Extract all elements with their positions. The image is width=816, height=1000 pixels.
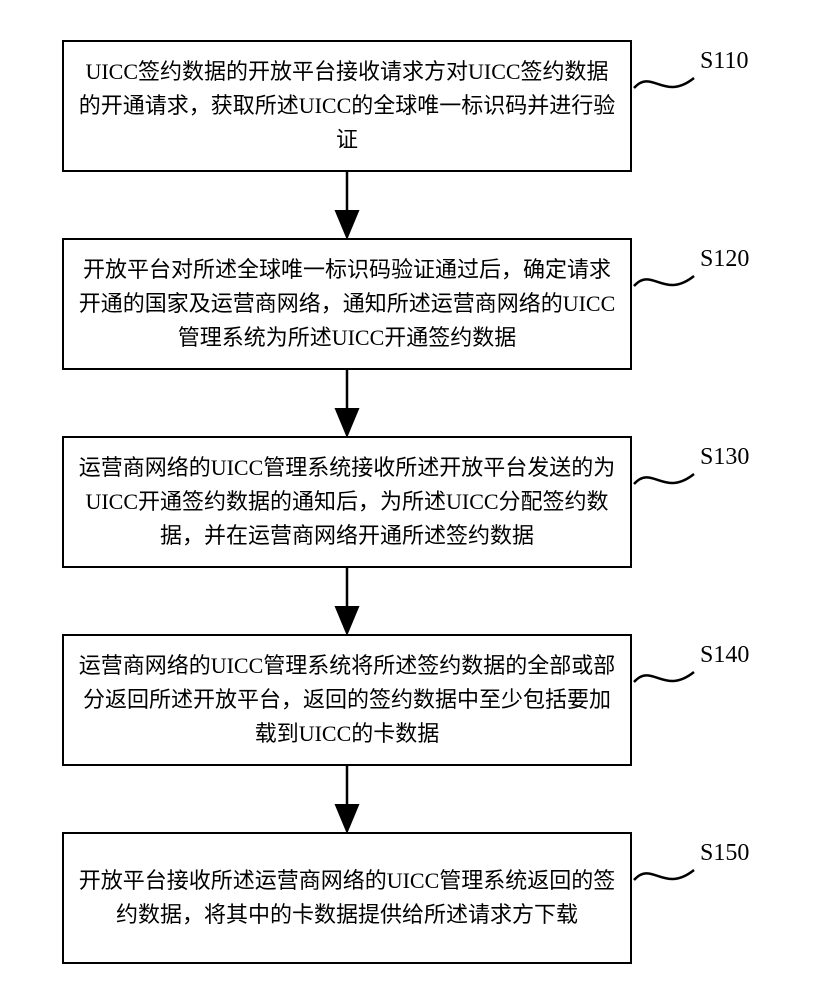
label-connector-s140 <box>634 672 694 682</box>
flow-step-label-s110: S110 <box>700 48 748 75</box>
flow-step-s140: 运营商网络的UICC管理系统将所述签约数据的全部或部分返回所述开放平台，返回的签… <box>62 634 632 766</box>
label-connector-s110 <box>634 78 694 88</box>
flow-step-text: 运营商网络的UICC管理系统将所述签约数据的全部或部分返回所述开放平台，返回的签… <box>78 649 616 751</box>
label-connector-s130 <box>634 474 694 484</box>
flow-step-text: UICC签约数据的开放平台接收请求方对UICC签约数据的开通请求，获取所述UIC… <box>78 55 616 157</box>
flow-step-s150: 开放平台接收所述运营商网络的UICC管理系统返回的签约数据，将其中的卡数据提供给… <box>62 832 632 964</box>
flow-step-label-s150: S150 <box>700 840 749 867</box>
flow-step-text: 开放平台接收所述运营商网络的UICC管理系统返回的签约数据，将其中的卡数据提供给… <box>78 864 616 932</box>
flow-step-label-s140: S140 <box>700 642 749 669</box>
flow-step-text: 开放平台对所述全球唯一标识码验证通过后，确定请求开通的国家及运营商网络，通知所述… <box>78 253 616 355</box>
label-connector-s150 <box>634 870 694 880</box>
flow-step-s130: 运营商网络的UICC管理系统接收所述开放平台发送的为UICC开通签约数据的通知后… <box>62 436 632 568</box>
flow-step-s120: 开放平台对所述全球唯一标识码验证通过后，确定请求开通的国家及运营商网络，通知所述… <box>62 238 632 370</box>
flow-step-text: 运营商网络的UICC管理系统接收所述开放平台发送的为UICC开通签约数据的通知后… <box>78 451 616 553</box>
label-connector-s120 <box>634 276 694 286</box>
flowchart-canvas: UICC签约数据的开放平台接收请求方对UICC签约数据的开通请求，获取所述UIC… <box>0 0 816 1000</box>
flow-step-label-s120: S120 <box>700 246 749 273</box>
flow-step-s110: UICC签约数据的开放平台接收请求方对UICC签约数据的开通请求，获取所述UIC… <box>62 40 632 172</box>
flow-step-label-s130: S130 <box>700 444 749 471</box>
